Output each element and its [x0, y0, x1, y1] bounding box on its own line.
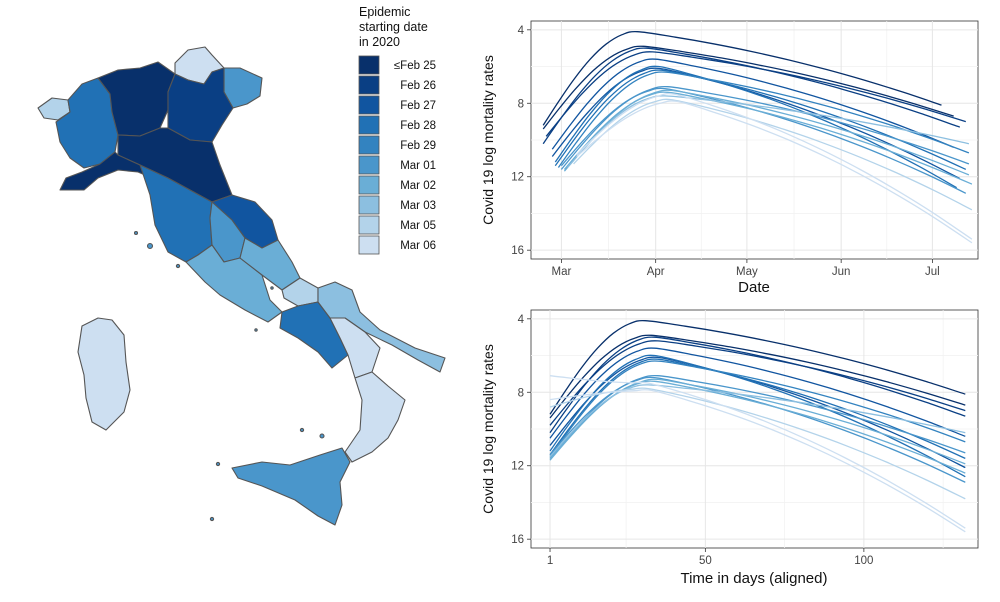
legend-swatch	[358, 175, 380, 195]
y-tick-label: 8	[518, 387, 524, 399]
legend-title-line-1: Epidemic	[359, 5, 410, 19]
series-line	[542, 30, 942, 126]
y-axis-label-bottom: Covid 19 log mortality rates	[480, 344, 496, 514]
x-tick-label: 1	[547, 555, 553, 567]
series-line	[549, 374, 966, 459]
legend-swatch	[358, 95, 380, 115]
legend-label: Mar 03	[400, 200, 436, 212]
series-line	[560, 87, 967, 194]
legend: Epidemic starting date in 2020 ≤Feb 25 Fe…	[358, 5, 436, 255]
series-line	[549, 387, 966, 500]
series-line	[549, 375, 966, 529]
y-tick-label: 12	[511, 172, 524, 184]
legend-title-line-2: starting date	[359, 20, 428, 34]
x-tick-label: 50	[699, 555, 712, 567]
legend-swatch	[358, 55, 380, 75]
series-line	[551, 58, 954, 150]
region-sicily	[231, 447, 351, 526]
region-lazio	[185, 244, 283, 323]
series-line	[560, 85, 970, 170]
series-line	[576, 100, 973, 244]
legend-title-line-3: in 2020	[359, 35, 400, 49]
series-line	[554, 65, 958, 189]
legend-swatch	[358, 235, 380, 255]
axes-top: 4 8 12 16 Mar Apr May Jun Jul	[511, 25, 940, 278]
series-lines-bottom	[549, 319, 966, 533]
legend-label: Mar 01	[400, 160, 436, 172]
series-line	[542, 47, 961, 145]
region-sardinia	[77, 317, 131, 431]
axes-bottom: 4 8 12 16 1 50 100	[511, 314, 873, 567]
map-islands	[133, 230, 325, 522]
legend-label: Mar 05	[400, 220, 436, 232]
series-line	[576, 92, 973, 240]
x-axis-label-top: Date	[738, 279, 770, 296]
series-line	[573, 98, 973, 211]
chart-mortality-aligned: 4 8 12 16 1 50 100 Time in days (aligned) Covi…	[480, 309, 979, 587]
x-tick-label: Mar	[552, 266, 572, 278]
legend-swatch	[358, 135, 380, 155]
region-calabria	[344, 371, 406, 463]
y-tick-label: 4	[518, 25, 525, 37]
x-tick-label: Jun	[832, 266, 851, 278]
series-line	[549, 384, 966, 457]
chart-mortality-by-date: 4 8 12 16 Mar Apr May Jun Jul Date Covid 19 log …	[480, 20, 979, 296]
y-tick-label: 16	[511, 245, 524, 257]
series-line	[549, 354, 966, 478]
x-tick-label: 100	[854, 555, 873, 567]
legend-label: Feb 29	[400, 140, 436, 152]
y-axis-label-top: Covid 19 log mortality rates	[480, 55, 496, 225]
legend-swatch	[358, 215, 380, 235]
y-tick-label: 12	[511, 461, 524, 473]
y-tick-label: 8	[518, 98, 524, 110]
region-veneto	[167, 67, 234, 143]
series-line	[549, 347, 966, 439]
series-line	[549, 334, 966, 419]
series-line	[567, 95, 970, 168]
y-tick-label: 16	[511, 534, 524, 546]
series-line	[542, 45, 954, 130]
legend-label: Mar 06	[400, 240, 436, 252]
italy-region-map	[37, 46, 446, 526]
x-axis-label-bottom: Time in days (aligned)	[680, 570, 827, 587]
series-line	[549, 360, 966, 457]
series-line	[549, 389, 966, 533]
legend-label: Feb 27	[400, 100, 436, 112]
legend-swatch	[358, 155, 380, 175]
series-line	[545, 51, 966, 137]
legend-swatch	[358, 195, 380, 215]
x-tick-label: Jul	[925, 266, 940, 278]
legend-swatch	[358, 115, 380, 135]
series-line	[549, 340, 966, 426]
legend-label: Feb 26	[400, 80, 436, 92]
series-line	[557, 71, 970, 168]
legend-label: Mar 02	[400, 180, 436, 192]
series-lines-top	[542, 30, 973, 244]
series-line	[549, 380, 966, 474]
x-tick-label: Apr	[647, 266, 665, 278]
legend-label: Feb 28	[400, 120, 436, 132]
x-tick-label: May	[736, 266, 758, 278]
legend-label: ≤Feb 25	[394, 60, 436, 72]
series-line	[549, 378, 966, 465]
y-tick-label: 4	[518, 314, 525, 326]
legend-swatch	[358, 75, 380, 95]
series-line	[549, 319, 966, 415]
